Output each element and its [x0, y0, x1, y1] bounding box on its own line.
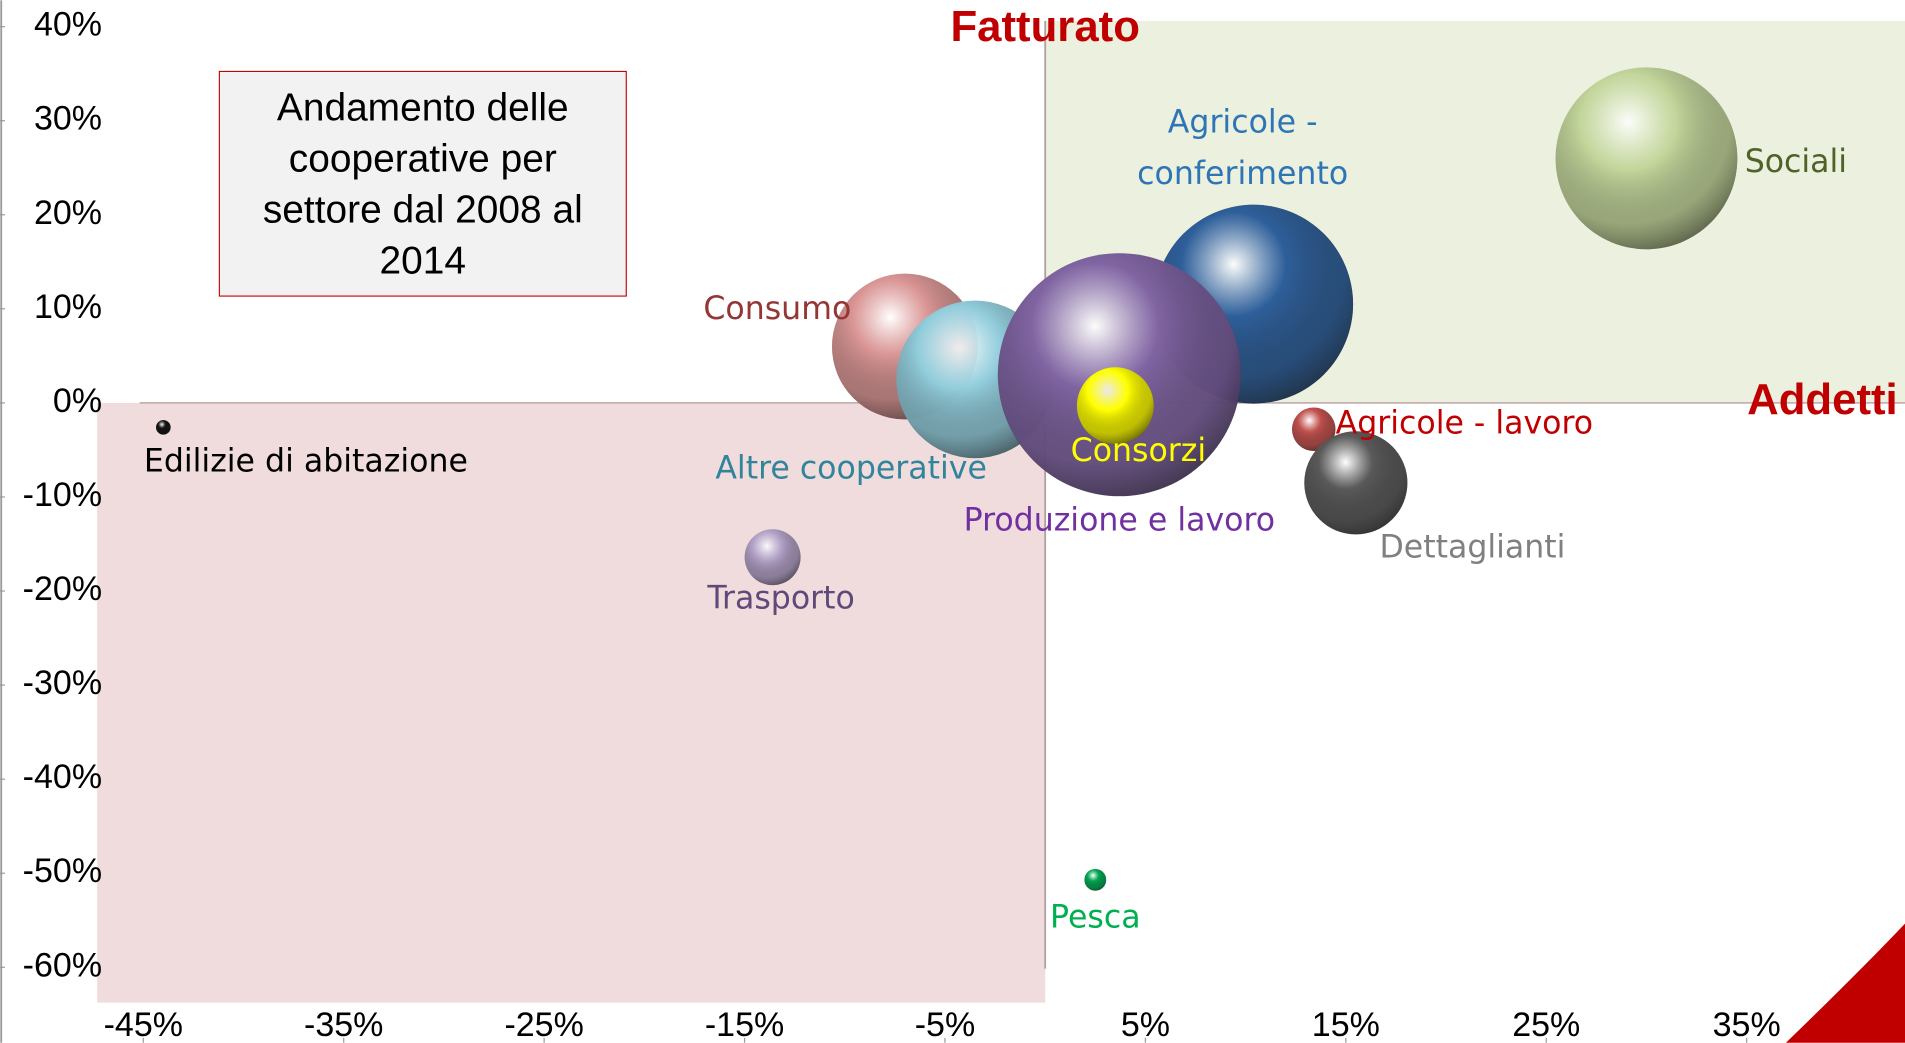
bubble-label: Edilizie di abitazione [144, 444, 468, 480]
bubble-tint [1076, 367, 1154, 445]
x-tick-label: 5% [1121, 1006, 1170, 1043]
y-tick-label: -50% [23, 852, 102, 890]
bubble-label-box: Agricole - conferimento [1137, 104, 1349, 193]
x-tick-label: 25% [1512, 1006, 1580, 1043]
bubble-tint [744, 529, 801, 586]
y-axis-label: Fatturato [950, 2, 1139, 51]
y-tick-label: 20% [34, 194, 102, 232]
bubble-label: Produzione e lavoro [964, 503, 1276, 539]
y-tick-label: -60% [23, 946, 102, 984]
y-tick-label: 40% [34, 6, 102, 44]
x-tick-label: 35% [1713, 1006, 1781, 1043]
bubble-label: Pesca [1050, 900, 1141, 936]
quadrant-bg [97, 402, 1046, 1003]
x-tick-label: -35% [304, 1006, 383, 1043]
bubble-tint [1292, 407, 1336, 451]
y-tick-label: -20% [23, 570, 102, 608]
y-tick-label: 0% [53, 382, 102, 420]
bubble-tint [1084, 868, 1107, 891]
chart-title: Andamento delle cooperative per settore … [218, 70, 627, 297]
bubble-label: Consumo [703, 291, 851, 327]
bubble-label: Trasporto [706, 581, 854, 617]
y-tick-label: 10% [34, 288, 102, 326]
x-tick-label: -15% [705, 1006, 784, 1043]
x-tick-label: 15% [1312, 1006, 1380, 1043]
bubble-label: Dettaglianti [1379, 529, 1565, 565]
y-tick-label: -10% [23, 476, 102, 514]
bubble-label: Consorzi [1071, 433, 1207, 469]
x-tick-label: -45% [104, 1006, 183, 1043]
bubble-tint [156, 420, 171, 435]
bubble-label: Sociali [1745, 144, 1847, 180]
bubble-tint [1304, 431, 1408, 535]
decoration [1785, 923, 1905, 1043]
bubble-label: Altre cooperative [715, 450, 987, 486]
y-tick-label: -40% [23, 758, 102, 796]
bubble-label: Agricole - lavoro [1336, 405, 1594, 441]
title-box: Andamento delle cooperative per settore … [218, 70, 627, 297]
bubble-label: Agricole - conferimento [1137, 104, 1349, 193]
x-axis-label: Addetti [1747, 375, 1898, 424]
y-tick-label: 30% [34, 100, 102, 138]
x-tick-label: -5% [915, 1006, 975, 1043]
bubble-tint [1555, 67, 1738, 250]
x-tick-label: -25% [504, 1006, 583, 1043]
y-tick-label: -30% [23, 664, 102, 702]
